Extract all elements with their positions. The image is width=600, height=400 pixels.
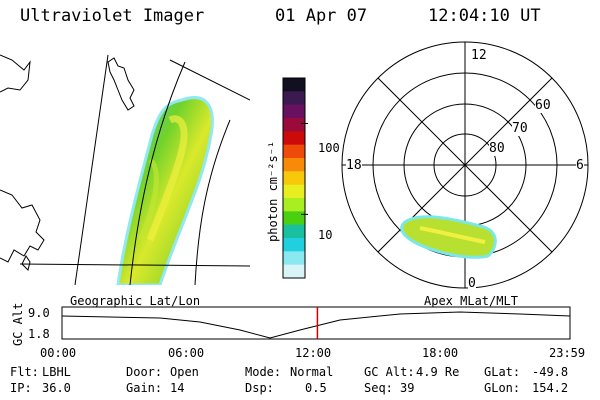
flt-value: LBHL (42, 365, 71, 379)
mlat-label-80: 80 (489, 141, 505, 156)
timeline-xtick-0000: 00:00 (40, 346, 77, 360)
colorbar-segment (283, 251, 305, 266)
dsp-value: 0.5 (305, 381, 327, 395)
mlt-label-6: 6 (576, 158, 584, 173)
colorbar-segment (283, 211, 305, 226)
seq-label: Seq: (364, 381, 393, 395)
colorbar-segment (283, 238, 305, 252)
gain-value: 14 (170, 381, 185, 395)
mlt-label-0: 0 (468, 276, 476, 291)
glon-value: 154.2 (532, 381, 569, 395)
glat-label: GLat: (484, 365, 521, 379)
color-scale-bar (282, 77, 308, 279)
mlt-label-18: 18 (346, 158, 362, 173)
colorbar-tick-100: 100 (318, 141, 340, 155)
colorbar-segment (283, 171, 305, 186)
colorbar-segment (283, 118, 305, 132)
ip-label: IP: (10, 381, 32, 395)
gain-label: Gain: (126, 381, 163, 395)
colorbar-segment (283, 144, 305, 159)
timeline-right-title: Apex MLat/MLT (424, 294, 518, 308)
colorbar-segment (283, 264, 305, 279)
glon-label: GLon: (484, 381, 521, 395)
seq-value: 39 (400, 381, 415, 395)
colorbar-segment (283, 184, 305, 199)
colorbar-tick-10: 10 (318, 228, 333, 242)
time-label: 12:04:10 UT (428, 6, 541, 26)
mode-label: Mode: (245, 365, 282, 379)
door-value: Open (170, 365, 199, 379)
date-label: 01 Apr 07 (275, 6, 368, 26)
colorbar-segment (283, 104, 305, 119)
timeline-xtick-2359: 23:59 (549, 346, 586, 360)
dsp-label: Dsp: (245, 381, 274, 395)
mlat-label-70: 70 (512, 121, 528, 136)
altitude-curve (61, 311, 571, 339)
timeline-xtick-0600: 06:00 (168, 346, 205, 360)
colorbar-segment (283, 131, 305, 146)
flt-label: Flt: (10, 365, 39, 379)
colorbar-segment (283, 78, 305, 92)
ip-value: 36.0 (42, 381, 71, 395)
timeline-xtick-1800: 18:00 (422, 346, 459, 360)
timeline-xtick-1200: 12:00 (295, 346, 332, 360)
timeline-left-title: Geographic Lat/Lon (70, 294, 201, 308)
mode-value: Normal (290, 365, 334, 379)
colorbar-segment (283, 224, 305, 239)
timeline-ytick-9: 9.0 (28, 306, 50, 320)
colorbar-segment (283, 198, 305, 212)
timeline-ytick-1-8: 1.8 (28, 327, 50, 341)
colorbar-segment (283, 158, 305, 172)
mlat-label-60: 60 (535, 98, 551, 113)
colorbar-border (282, 77, 306, 279)
glat-value: -49.8 (532, 365, 569, 379)
door-label: Door: (126, 365, 163, 379)
polar-aurora-oval (400, 215, 497, 259)
colorbar-segment (283, 91, 305, 106)
instrument-title: Ultraviolet Imager (20, 6, 205, 26)
gc-alt-value: 4.9 Re (416, 365, 460, 379)
mlt-label-12: 12 (471, 48, 487, 63)
gc-alt-label: GC Alt: (364, 365, 415, 379)
